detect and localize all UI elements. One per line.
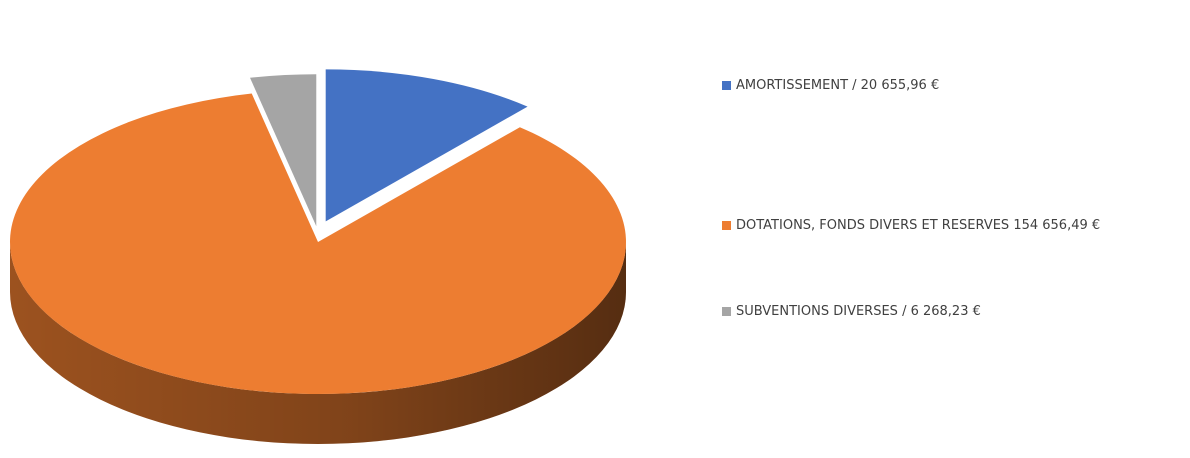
legend-label-amortissement: AMORTISSEMENT / 20 655,96 € — [736, 78, 940, 93]
legend-swatch-subventions — [722, 307, 731, 316]
pie-slice-subventions — [250, 74, 317, 227]
pie-side-shade-dotations — [10, 242, 626, 444]
chart-legend: AMORTISSEMENT / 20 655,96 € DOTATIONS, F… — [722, 0, 1182, 458]
legend-item-dotations: DOTATIONS, FONDS DIVERS ET RESERVES 154 … — [722, 218, 1100, 233]
legend-label-subventions: SUBVENTIONS DIVERSES / 6 268,23 € — [736, 304, 981, 319]
legend-label-dotations: DOTATIONS, FONDS DIVERS ET RESERVES 154 … — [736, 218, 1101, 233]
pie-slice-amortissement — [325, 69, 528, 222]
legend-swatch-amortissement — [722, 81, 731, 90]
legend-item-subventions: SUBVENTIONS DIVERSES / 6 268,23 € — [722, 304, 981, 319]
legend-item-amortissement: AMORTISSEMENT / 20 655,96 € — [722, 78, 939, 93]
pie-slice-dotations — [9, 93, 626, 394]
legend-swatch-dotations — [722, 221, 731, 230]
pie-plot-area — [9, 69, 626, 444]
